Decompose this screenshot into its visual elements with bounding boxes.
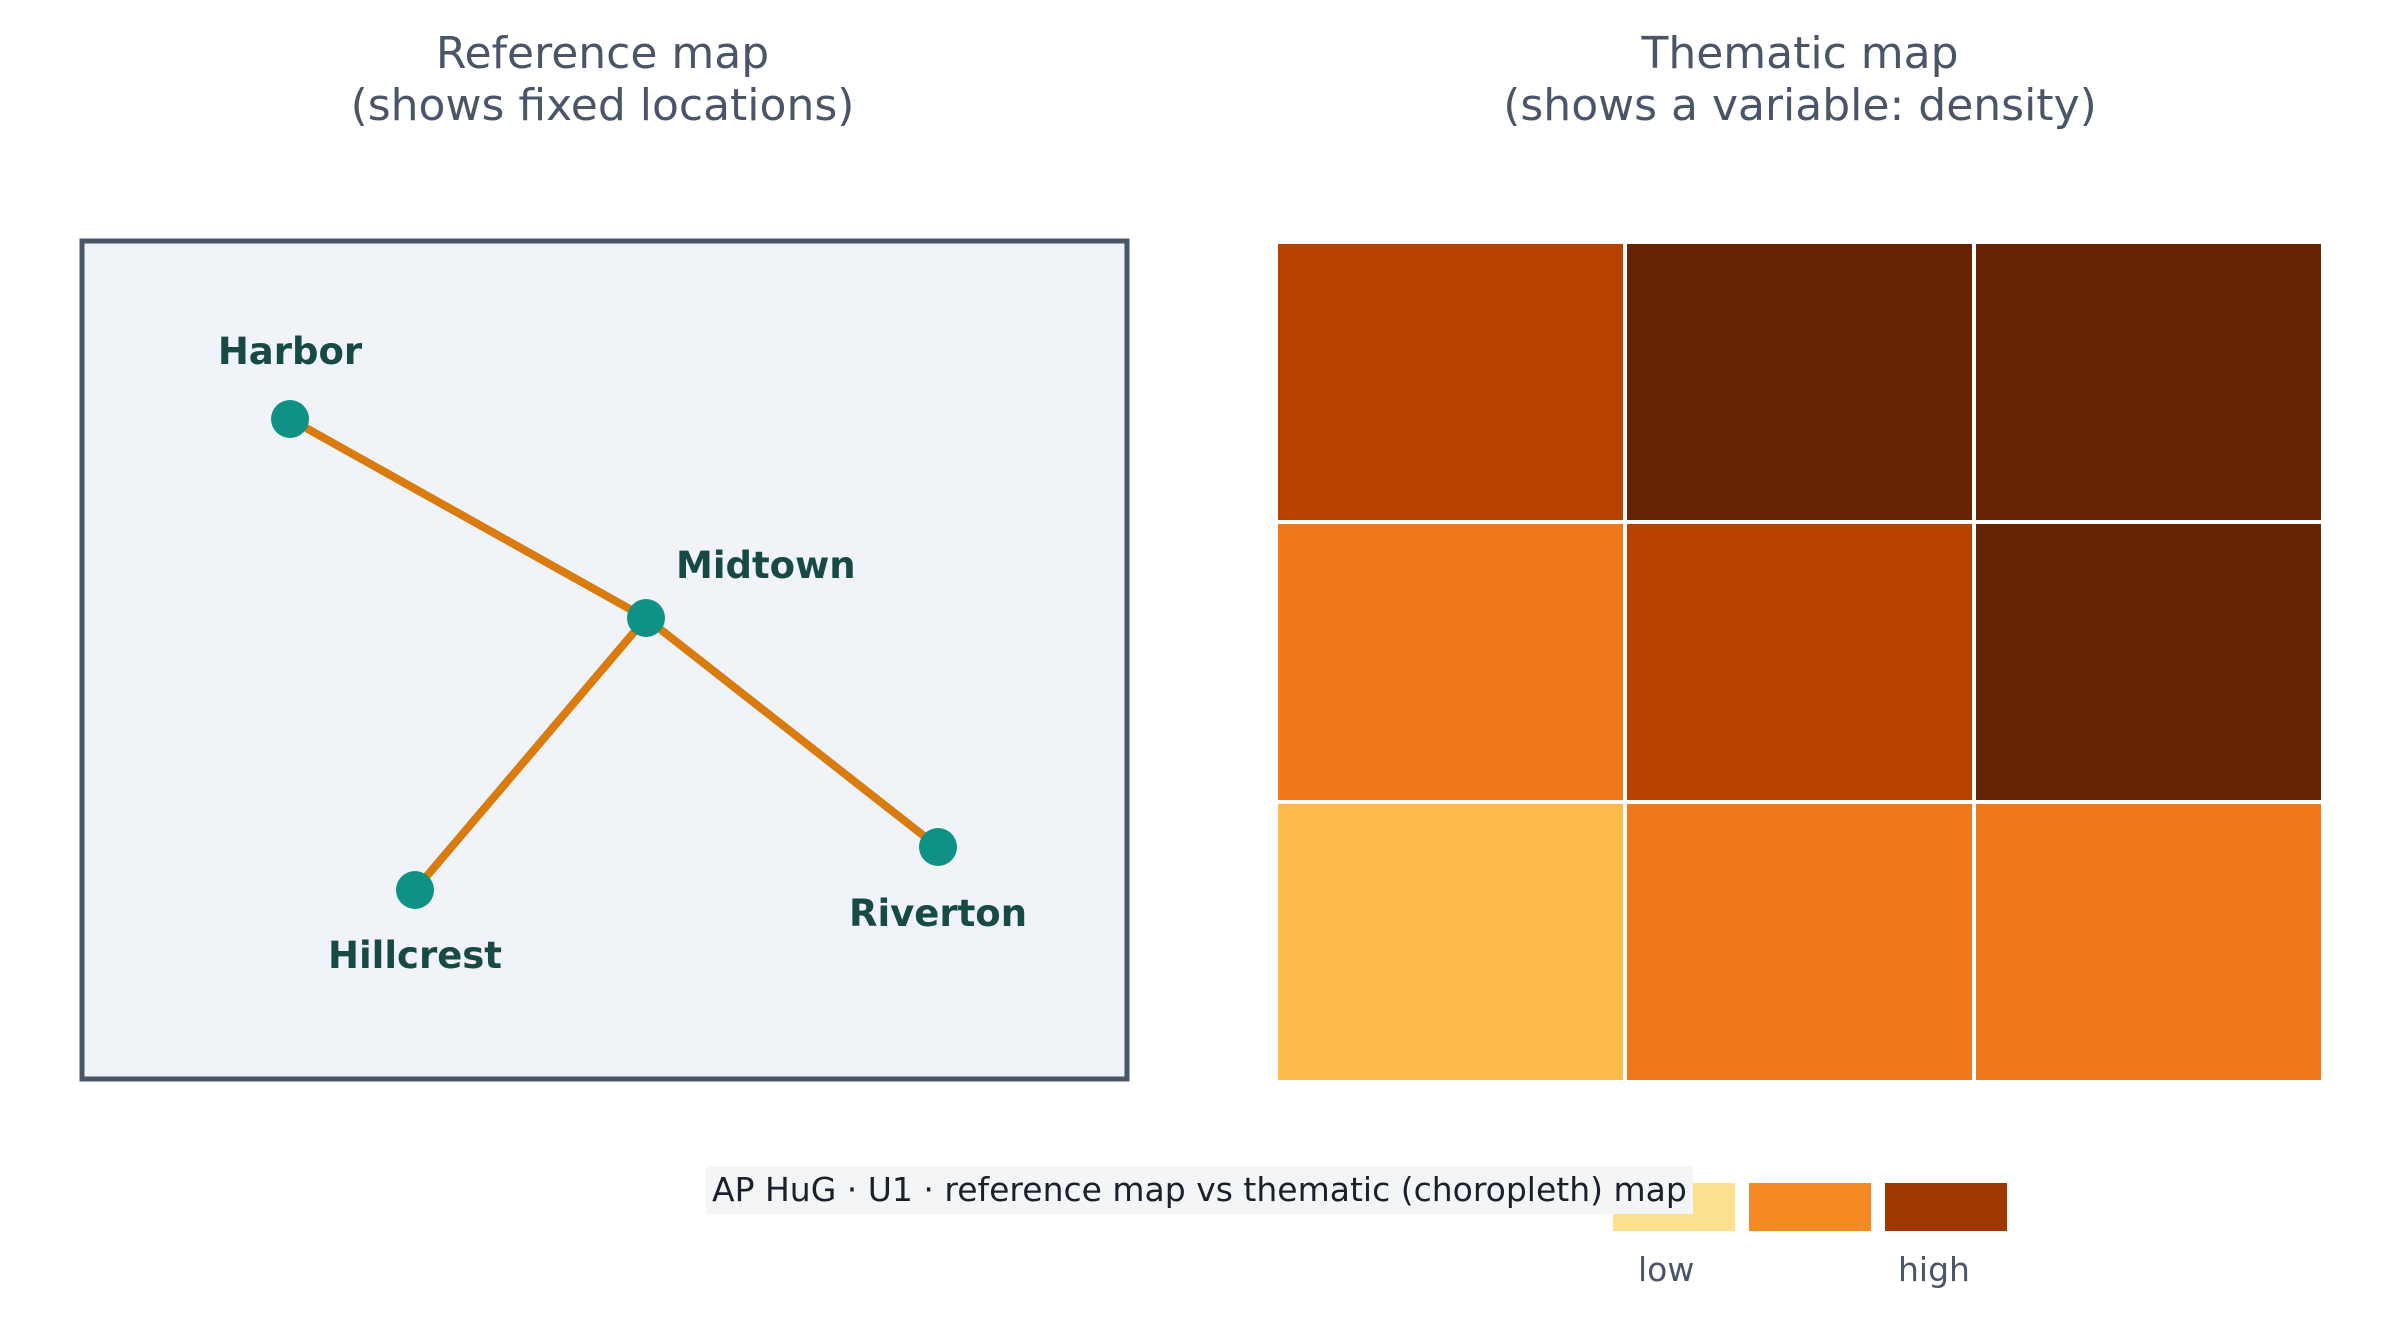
place-label-riverton: Riverton xyxy=(849,892,1027,935)
route-midtown-riverton xyxy=(642,614,942,851)
route-midtown-hillcrest xyxy=(411,614,650,894)
choropleth-cell-r2-c3 xyxy=(1976,524,2321,800)
place-labels: Harbor Midtown Hillcrest Riverton xyxy=(218,330,1027,977)
choropleth-cell-r3-c2 xyxy=(1627,804,1972,1080)
choropleth-cell-r2-c2 xyxy=(1627,524,1972,800)
choropleth-map xyxy=(1278,244,2321,1080)
choropleth-cell-r1-c3 xyxy=(1976,244,2321,520)
route-lines xyxy=(286,415,942,894)
place-marker-harbor xyxy=(271,400,309,438)
choropleth-cell-r3-c3 xyxy=(1976,804,2321,1080)
place-label-midtown: Midtown xyxy=(676,544,856,587)
legend-swatch-2 xyxy=(1749,1183,1871,1231)
choropleth-cell-r1-c1 xyxy=(1278,244,1623,520)
place-markers xyxy=(271,400,957,909)
place-marker-midtown xyxy=(627,599,665,637)
place-marker-hillcrest xyxy=(396,871,434,909)
place-marker-riverton xyxy=(919,828,957,866)
reference-map-frame xyxy=(79,238,1130,1082)
legend-low-label: low xyxy=(1638,1250,1695,1289)
reference-map-title: Reference map (shows fixed locations) xyxy=(350,28,855,131)
choropleth-cell-r1-c2 xyxy=(1627,244,1972,520)
thematic-map-title: Thematic map (shows a variable: density) xyxy=(1503,28,2097,131)
choropleth-cell-r3-c1 xyxy=(1278,804,1623,1080)
place-label-harbor: Harbor xyxy=(218,330,363,373)
route-harbor-midtown xyxy=(286,415,650,622)
place-label-hillcrest: Hillcrest xyxy=(328,934,502,977)
legend-high-label: high xyxy=(1898,1250,1970,1289)
reference-map: Harbor Midtown Hillcrest Riverton xyxy=(79,238,1130,1082)
legend-swatch-3 xyxy=(1885,1183,2007,1231)
choropleth-cell-r2-c1 xyxy=(1278,524,1623,800)
caption: AP HuG · U1 · reference map vs thematic … xyxy=(706,1166,1693,1214)
